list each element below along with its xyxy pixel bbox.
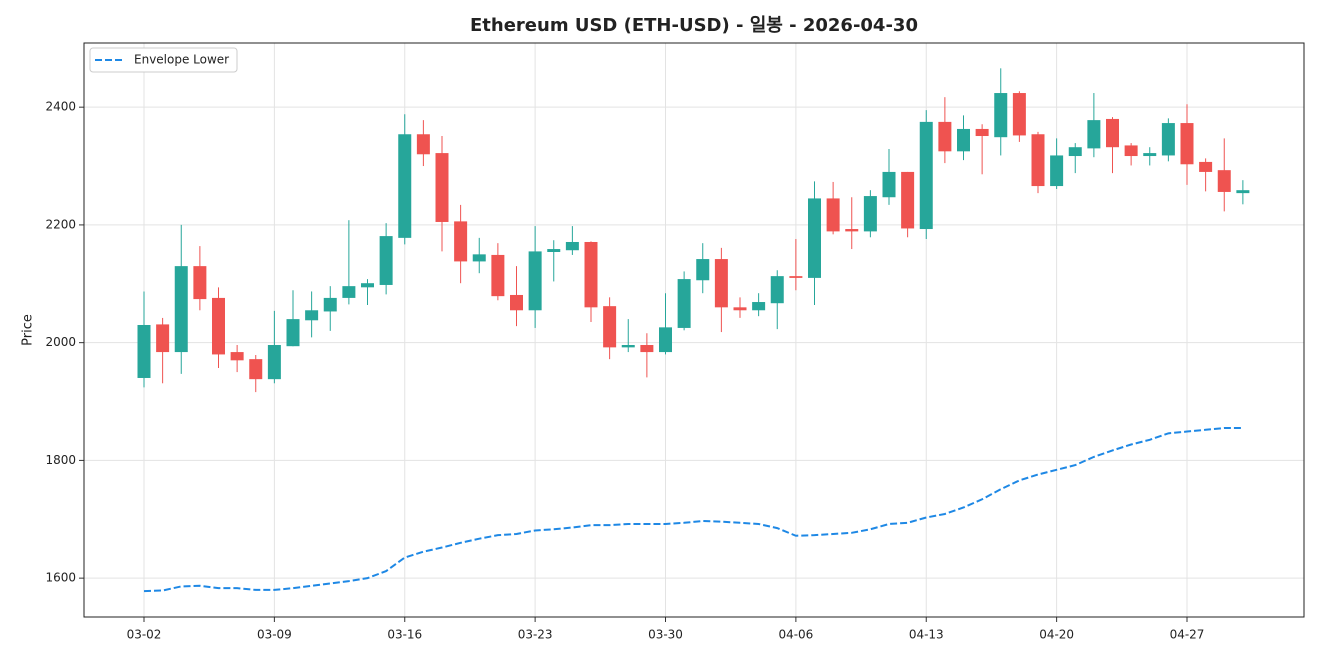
x-tick-label: 04-27 (1170, 628, 1205, 642)
candle-body (212, 297, 225, 355)
candle-body (1236, 190, 1250, 194)
candle-body (379, 236, 393, 285)
candle-body (621, 345, 635, 348)
candle-body (677, 279, 691, 328)
candle-body (416, 134, 430, 155)
candle-body (994, 93, 1008, 138)
candle-body (1199, 161, 1213, 172)
legend-box (89, 47, 238, 73)
y-tick-label: 1600 (45, 571, 76, 585)
candle-body (1087, 120, 1101, 149)
y-tick-label: 2000 (45, 335, 76, 349)
candle-body (789, 276, 803, 278)
candle-body (901, 171, 915, 229)
candle-body (472, 254, 486, 262)
candle-body (919, 121, 933, 230)
candle-body (1161, 123, 1175, 156)
candle-body (565, 241, 579, 251)
candle-body (528, 251, 542, 311)
candle-body (1068, 147, 1082, 157)
candle-body (733, 307, 747, 311)
candle-body (1106, 118, 1119, 148)
candle-body (156, 324, 170, 353)
candle-body (1217, 170, 1231, 192)
candle-body (323, 297, 337, 312)
candle-body (342, 286, 356, 298)
candle-body (174, 266, 188, 353)
candle-body (137, 324, 151, 378)
candle-body (305, 310, 319, 321)
plot-frame (83, 42, 1305, 618)
x-tick-label: 03-09 (257, 628, 292, 642)
candle-body (603, 306, 617, 348)
candle-body (882, 171, 896, 198)
line-series (143, 427, 1243, 593)
candle-body (770, 276, 784, 304)
x-tick-label: 03-30 (648, 628, 683, 642)
candle-body (845, 229, 859, 232)
candle-body (1124, 145, 1138, 157)
candle-body (1050, 155, 1064, 187)
candle-body (1180, 123, 1194, 165)
candle-body (398, 134, 412, 238)
y-tick-label: 2200 (45, 217, 76, 231)
y-tick-label: 2400 (45, 100, 76, 114)
x-tick-label: 04-06 (778, 628, 813, 642)
candle-body (454, 221, 468, 262)
candle-body (491, 254, 505, 297)
chart-title: Ethereum USD (ETH-USD) - 일봉 - 2026-04-30 (470, 15, 918, 36)
candle-body (193, 266, 207, 300)
candle-body (975, 128, 989, 137)
candle-body (230, 352, 244, 361)
x-tick-label: 03-02 (127, 628, 162, 642)
candle-body (659, 327, 672, 353)
candle-body (640, 345, 654, 353)
candle-body (547, 249, 561, 252)
candle-body (808, 198, 821, 278)
candle-body (826, 198, 840, 232)
candle-body (752, 302, 766, 311)
candle-body (1012, 93, 1026, 136)
candle-body (510, 294, 523, 311)
candle-body (584, 241, 598, 308)
candle-body (267, 345, 281, 380)
x-tick-label: 03-23 (518, 628, 553, 642)
candle-body (435, 153, 449, 222)
y-axis-label: Price (21, 314, 36, 346)
y-tick-label: 1800 (45, 453, 76, 467)
candle-body (863, 196, 877, 232)
candle-body (1143, 153, 1157, 157)
x-tick-label: 03-16 (387, 628, 422, 642)
candle-body (1031, 134, 1045, 187)
candle-body (938, 121, 952, 152)
x-tick-label: 04-20 (1039, 628, 1074, 642)
candle-body (957, 128, 970, 152)
candle-body (361, 283, 374, 288)
candle-body (249, 359, 263, 380)
candle-body (714, 259, 728, 308)
candle-body (696, 259, 710, 281)
legend-label: Envelope Lower (134, 53, 229, 67)
candle-body (286, 319, 300, 347)
x-tick-label: 04-13 (909, 628, 944, 642)
